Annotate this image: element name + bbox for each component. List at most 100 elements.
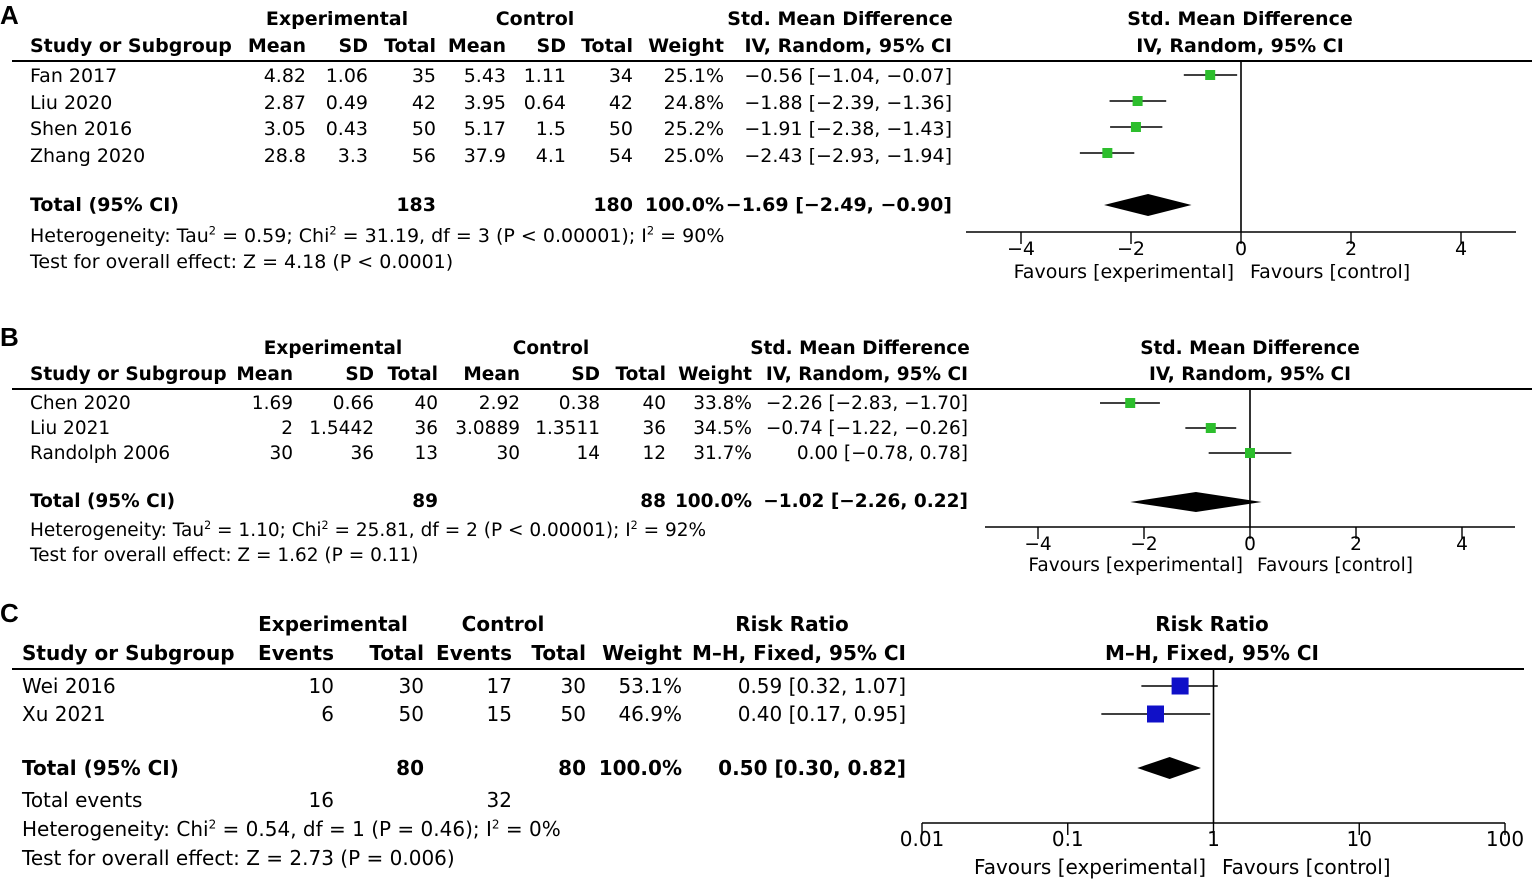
experimental-group-header: Experimental: [263, 338, 403, 359]
study-name: Chen 2020: [30, 393, 131, 414]
pooled-effect-ci: 0.50 [0.30, 0.82]: [718, 756, 906, 780]
study-name: Liu 2021: [30, 418, 111, 439]
effect-ci: 0.00 [−0.78, 0.78]: [796, 443, 968, 464]
x-tick-label: −2: [1130, 534, 1157, 555]
ctl-sd: 0.38: [558, 393, 600, 414]
ctl-total-header: Total: [615, 364, 666, 385]
exp-sd-header: SD: [338, 35, 368, 57]
x-tick-label: 0: [1235, 238, 1247, 260]
study-estimate-marker: [1171, 677, 1189, 695]
exp-total: 42: [411, 92, 436, 114]
ctl-total: 42: [608, 92, 633, 114]
total-events-label: Total events: [22, 788, 143, 812]
total-weight: 100.0%: [598, 756, 682, 780]
control-group-header: Control: [495, 8, 575, 30]
effect-ci: −2.26 [−2.83, −1.70]: [765, 393, 968, 414]
x-tick-label: 2: [1350, 534, 1362, 555]
exp-total-header: Total: [369, 641, 424, 665]
ctl-sd-header: SD: [571, 364, 600, 385]
ctl-sd: 4.1: [535, 145, 566, 167]
plot-effect-title: Risk Ratio: [1155, 612, 1269, 636]
exp-mean: 3.05: [263, 118, 306, 140]
study-name: Shen 2016: [30, 118, 133, 140]
exp-sd: 36: [350, 443, 374, 464]
weight: 53.1%: [618, 674, 682, 698]
effect-ci: 0.40 [0.17, 0.95]: [737, 702, 906, 726]
exp-total: 36: [414, 418, 438, 439]
effect-ci: −2.43 [−2.93, −1.94]: [744, 145, 952, 167]
study-estimate-marker: [1205, 423, 1216, 433]
x-tick-label: 4: [1456, 534, 1468, 555]
total-label: Total (95% CI): [22, 756, 179, 780]
exp-events: 6: [321, 702, 334, 726]
plot-effect-title: Std. Mean Difference: [1140, 338, 1360, 359]
study-column-header: Study or Subgroup: [30, 35, 232, 57]
study-name: Fan 2017: [30, 65, 118, 87]
total-weight: 100.0%: [674, 491, 752, 512]
panel-label: B: [0, 322, 19, 352]
total-label: Total (95% CI): [30, 491, 176, 512]
exp-sd-header: SD: [345, 364, 374, 385]
effect-ci: −1.91 [−2.38, −1.43]: [744, 118, 952, 140]
effect-method-header: IV, Random, 95% CI: [744, 35, 952, 57]
exp-total: 40: [414, 393, 438, 414]
weight: 31.7%: [693, 443, 752, 464]
ctl-mean: 3.0889: [455, 418, 520, 439]
study-estimate-marker: [1245, 448, 1255, 458]
study-name: Wei 2016: [22, 674, 116, 698]
ctl-sd: 1.11: [523, 65, 566, 87]
panel-label: C: [0, 598, 19, 628]
control-group-header: Control: [512, 338, 590, 359]
x-tick-label: 0.01: [900, 827, 945, 851]
experimental-group-header: Experimental: [265, 8, 409, 30]
ctl-total-sum: 180: [593, 194, 633, 216]
study-estimate-marker: [1102, 148, 1113, 158]
ctl-total: 12: [642, 443, 666, 464]
study-name: Liu 2020: [30, 92, 113, 114]
ctl-mean-header: Mean: [447, 35, 506, 57]
ctl-total-events: 32: [486, 788, 512, 812]
forest-plot-b: −4 −2 0 2 4: [985, 388, 1515, 555]
weight-header: Weight: [678, 364, 752, 385]
study-column-header: Study or Subgroup: [22, 641, 235, 665]
x-tick-label: 100: [1486, 827, 1524, 851]
exp-mean: 28.8: [263, 145, 306, 167]
weight-header: Weight: [602, 641, 682, 665]
study-name: Xu 2021: [22, 702, 106, 726]
x-tick-label: 10: [1347, 827, 1372, 851]
exp-total-sum: 183: [396, 194, 436, 216]
exp-mean-header: Mean: [236, 364, 293, 385]
ctl-sd: 1.5: [535, 118, 566, 140]
forest-plot-panel-a: A Experimental Control Std. Mean Differe…: [0, 0, 1536, 300]
ctl-sd: 14: [576, 443, 600, 464]
effect-method-header: M–H, Fixed, 95% CI: [691, 641, 906, 665]
study-estimate-marker: [1205, 70, 1216, 80]
exp-total: 35: [411, 65, 436, 87]
ctl-total: 30: [560, 674, 586, 698]
exp-total-sum: 80: [396, 756, 424, 780]
ctl-mean: 37.9: [463, 145, 506, 167]
x-tick-label: −4: [1007, 238, 1035, 260]
exp-total: 50: [398, 702, 424, 726]
plot-effect-method: M–H, Fixed, 95% CI: [1104, 641, 1319, 665]
exp-sd: 1.06: [325, 65, 368, 87]
forest-plot-c: 0.01 0.1 1 10 100: [900, 668, 1524, 851]
exp-sd: 0.66: [332, 393, 374, 414]
header-divider: [12, 60, 1532, 62]
forest-plot-panel-b: B Experimental Control Std. Mean Differe…: [0, 322, 1536, 592]
pooled-effect-ci: −1.69 [−2.49, −0.90]: [725, 194, 952, 216]
favours-experimental-label: Favours [experimental]: [1013, 261, 1234, 283]
pooled-estimate-diamond: [1104, 194, 1192, 216]
pooled-estimate-diamond: [1130, 492, 1262, 512]
ctl-total: 34: [608, 65, 633, 87]
favours-control-label: Favours [control]: [1250, 261, 1411, 283]
heterogeneity-text: Heterogeneity: Chi2 = 0.54, df = 1 (P = …: [22, 817, 561, 841]
heterogeneity-text: Heterogeneity: Tau2 = 1.10; Chi2 = 25.81…: [30, 518, 707, 541]
ctl-total: 40: [642, 393, 666, 414]
plot-layer: 0.01 0.1 1 10 100: [900, 668, 1524, 851]
study-estimate-marker: [1132, 96, 1143, 106]
ctl-mean: 30: [496, 443, 520, 464]
study-estimate-marker: [1125, 398, 1136, 408]
exp-total: 13: [414, 443, 438, 464]
x-tick-label: 0.1: [1052, 827, 1084, 851]
